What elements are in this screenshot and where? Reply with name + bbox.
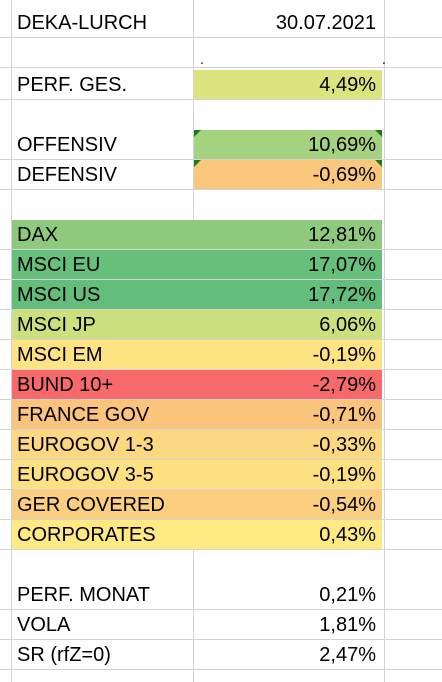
asset-row[interactable]: CORPORATES 0,43% bbox=[0, 520, 442, 550]
sheet-title-cell[interactable]: DEKA-LURCH bbox=[17, 12, 148, 34]
asset-row[interactable]: MSCI EU 17,07% bbox=[0, 250, 442, 280]
marker-row[interactable]: . . bbox=[0, 38, 442, 68]
strategy-row[interactable]: OFFENSIV 10,69% bbox=[0, 130, 442, 160]
comment-indicator-icon bbox=[375, 160, 382, 167]
asset-row[interactable]: DAX 12,81% bbox=[0, 220, 442, 250]
header-row[interactable]: DEKA-LURCH 30.07.2021 bbox=[0, 8, 442, 38]
asset-label[interactable]: MSCI EU bbox=[12, 250, 194, 279]
asset-label[interactable]: DAX bbox=[12, 220, 194, 249]
asset-row[interactable]: EUROGOV 1-3 -0,33% bbox=[0, 430, 442, 460]
asset-row[interactable]: FRANCE GOV -0,71% bbox=[0, 400, 442, 430]
comment-indicator-icon bbox=[194, 130, 201, 137]
asset-row[interactable]: BUND 10+ -2,79% bbox=[0, 370, 442, 400]
asset-row[interactable]: EUROGOV 3-5 -0,19% bbox=[0, 460, 442, 490]
stat-row[interactable]: SR (rfZ=0) 2,47% bbox=[0, 640, 442, 670]
asset-value[interactable]: -0,19% bbox=[194, 340, 382, 369]
asset-value[interactable]: -0,33% bbox=[194, 430, 382, 459]
strategy-label[interactable]: OFFENSIV bbox=[17, 134, 118, 156]
asset-row[interactable]: MSCI EM -0,19% bbox=[0, 340, 442, 370]
stat-label[interactable]: VOLA bbox=[17, 614, 71, 636]
asset-value[interactable]: -0,54% bbox=[194, 490, 382, 519]
asset-label[interactable]: CORPORATES bbox=[12, 520, 194, 549]
asset-label[interactable]: EUROGOV 1-3 bbox=[12, 430, 194, 459]
asset-label[interactable]: FRANCE GOV bbox=[12, 400, 194, 429]
left-dot-mark: . bbox=[200, 51, 204, 67]
comment-indicator-icon bbox=[375, 130, 382, 137]
strategy-value[interactable]: 10,69% bbox=[194, 130, 382, 159]
asset-value[interactable]: -0,19% bbox=[194, 460, 382, 489]
asset-value[interactable]: 17,72% bbox=[194, 280, 382, 309]
stat-value[interactable]: 1,81% bbox=[319, 614, 376, 636]
stat-value[interactable]: 2,47% bbox=[319, 644, 376, 666]
stat-label[interactable]: PERF. MONAT bbox=[17, 584, 150, 606]
asset-value[interactable]: 17,07% bbox=[194, 250, 382, 279]
asset-label[interactable]: MSCI EM bbox=[12, 340, 194, 369]
total-performance-row[interactable]: PERF. GES. 4,49% bbox=[0, 70, 442, 100]
total-performance-value[interactable]: 4,49% bbox=[194, 70, 382, 99]
right-dot-mark: . bbox=[382, 51, 386, 67]
asset-value[interactable]: 0,43% bbox=[194, 520, 382, 549]
column-divider bbox=[384, 0, 385, 682]
asset-label[interactable]: BUND 10+ bbox=[12, 370, 194, 399]
asset-row[interactable]: GER COVERED -0,54% bbox=[0, 490, 442, 520]
date-cell[interactable]: 30.07.2021 bbox=[275, 12, 376, 34]
asset-label[interactable]: MSCI JP bbox=[12, 310, 194, 339]
asset-value[interactable]: -0,71% bbox=[194, 400, 382, 429]
column-divider bbox=[11, 0, 12, 682]
stat-row[interactable]: VOLA 1,81% bbox=[0, 610, 442, 640]
stat-value[interactable]: 0,21% bbox=[319, 584, 376, 606]
stat-label[interactable]: SR (rfZ=0) bbox=[17, 644, 111, 666]
asset-label[interactable]: EUROGOV 3-5 bbox=[12, 460, 194, 489]
comment-indicator-icon bbox=[194, 160, 201, 167]
strategy-label[interactable]: DEFENSIV bbox=[17, 164, 118, 186]
asset-label[interactable]: GER COVERED bbox=[12, 490, 194, 519]
asset-value[interactable]: 6,06% bbox=[194, 310, 382, 339]
asset-label[interactable]: MSCI US bbox=[12, 280, 194, 309]
strategy-row[interactable]: DEFENSIV -0,69% bbox=[0, 160, 442, 190]
asset-row[interactable]: MSCI US 17,72% bbox=[0, 280, 442, 310]
strategy-value[interactable]: -0,69% bbox=[194, 160, 382, 189]
asset-row[interactable]: MSCI JP 6,06% bbox=[0, 310, 442, 340]
asset-value[interactable]: 12,81% bbox=[194, 220, 382, 249]
stat-row[interactable]: PERF. MONAT 0,21% bbox=[0, 580, 442, 610]
asset-value[interactable]: -2,79% bbox=[194, 370, 382, 399]
total-performance-label[interactable]: PERF. GES. bbox=[17, 74, 128, 96]
